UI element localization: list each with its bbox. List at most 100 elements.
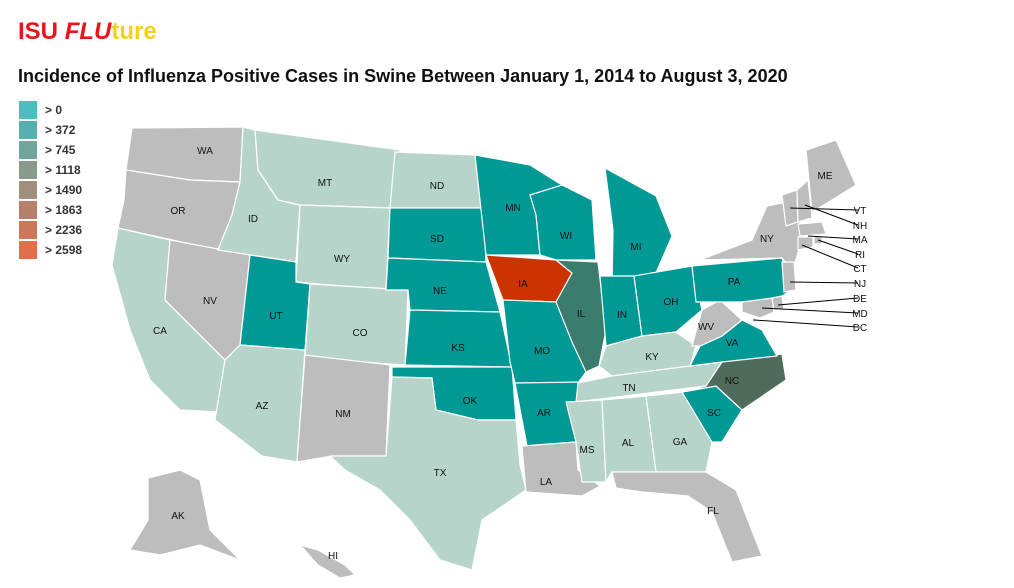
state-wy[interactable] (295, 204, 391, 291)
state-label: MA (853, 235, 868, 246)
state-hi[interactable] (298, 543, 357, 579)
leader-line (801, 244, 859, 269)
state-label: PA (728, 277, 741, 288)
state-label: DE (853, 294, 867, 305)
state-mi[interactable] (604, 166, 673, 286)
state-label: AZ (256, 401, 269, 412)
state-tx[interactable] (328, 376, 527, 571)
state-label: MT (318, 178, 332, 189)
legend: > 0 > 372 > 745 > 1118 > 1490 > 1863 > 2236 > 2… (19, 100, 82, 260)
state-label: MN (505, 203, 521, 214)
state-label: ME (818, 171, 833, 182)
state-co[interactable] (304, 283, 409, 366)
state-label: WV (698, 322, 714, 333)
state-label: ID (248, 214, 258, 225)
state-label: AK (171, 511, 185, 522)
state-label: WI (560, 231, 572, 242)
state-pa[interactable] (691, 257, 793, 303)
state-ct[interactable] (797, 236, 814, 251)
leader-line (789, 207, 859, 211)
state-label: DC (853, 323, 867, 334)
state-ga[interactable] (645, 391, 713, 473)
legend-item: > 1490 (19, 180, 82, 200)
state-label: SC (707, 408, 721, 419)
state-label: MI (630, 242, 641, 253)
state-label: CO (353, 328, 368, 339)
state-label: WA (197, 146, 213, 157)
state-label: SD (430, 234, 444, 245)
state-label: IL (577, 309, 586, 320)
state-label: VT (854, 206, 867, 217)
legend-item: > 2236 (19, 220, 82, 240)
legend-label: > 2236 (45, 223, 83, 237)
state-label: TX (434, 468, 447, 479)
state-nj[interactable] (781, 261, 797, 293)
leader-line (761, 307, 859, 314)
legend-swatch (19, 241, 37, 259)
state-label: NM (335, 409, 351, 420)
legend-item: > 2598 (19, 240, 82, 260)
legend-label: > 1118 (45, 163, 81, 177)
brand-isu: ISU (18, 18, 65, 45)
state-me[interactable] (805, 139, 857, 214)
legend-swatch (19, 161, 37, 179)
state-ak[interactable] (129, 469, 241, 561)
state-label: GA (673, 437, 688, 448)
brand-flu: FLU (64, 18, 112, 45)
legend-item: > 372 (19, 120, 82, 140)
state-label: VA (726, 338, 739, 349)
state-label: NJ (854, 279, 866, 290)
state-label: OR (171, 206, 186, 217)
leader-line (817, 239, 859, 255)
state-az[interactable] (214, 344, 306, 463)
legend-swatch (19, 221, 37, 239)
leader-line (804, 204, 859, 226)
legend-label: > 2598 (45, 243, 83, 257)
legend-item: > 745 (19, 140, 82, 160)
state-label: KS (451, 343, 465, 354)
state-wv[interactable] (691, 299, 743, 347)
state-mt[interactable] (254, 129, 401, 209)
state-label: OH (664, 297, 679, 308)
legend-label: > 1490 (45, 183, 83, 197)
state-label: IN (617, 310, 627, 321)
state-label: HI (328, 551, 338, 562)
state-md[interactable] (741, 297, 775, 319)
state-ks[interactable] (404, 309, 513, 368)
state-label: NV (203, 296, 217, 307)
legend-swatch (19, 141, 37, 159)
state-label: UT (269, 311, 282, 322)
state-label: AL (622, 438, 635, 449)
state-label: TN (622, 383, 635, 394)
state-ms[interactable] (565, 399, 607, 483)
brand-ture: ture (111, 18, 157, 45)
state-label: MS (580, 445, 595, 456)
state-wi[interactable] (529, 184, 597, 261)
leader-line (807, 235, 859, 240)
legend-item: > 0 (19, 100, 82, 120)
legend-label: > 0 (45, 103, 63, 117)
legend-label: > 372 (45, 123, 76, 137)
leader-line (789, 281, 859, 284)
state-oh[interactable] (633, 265, 703, 337)
state-label: ND (430, 181, 444, 192)
state-label: CT (853, 264, 866, 275)
state-fl[interactable] (611, 471, 763, 563)
legend-swatch (19, 201, 37, 219)
state-nh[interactable] (796, 178, 813, 223)
legend-label: > 1863 (45, 203, 83, 217)
legend-swatch (19, 181, 37, 199)
state-label: NY (760, 234, 774, 245)
legend-swatch (19, 121, 37, 139)
state-label: RI (855, 250, 865, 261)
state-ma[interactable] (797, 221, 827, 237)
state-label: OK (463, 396, 478, 407)
state-label: WY (334, 254, 350, 265)
map-title: Incidence of Influenza Positive Cases in… (18, 66, 788, 86)
leader-line (753, 319, 859, 328)
state-nd[interactable] (389, 151, 484, 209)
legend-label: > 745 (45, 143, 76, 157)
state-label: MD (852, 309, 868, 320)
